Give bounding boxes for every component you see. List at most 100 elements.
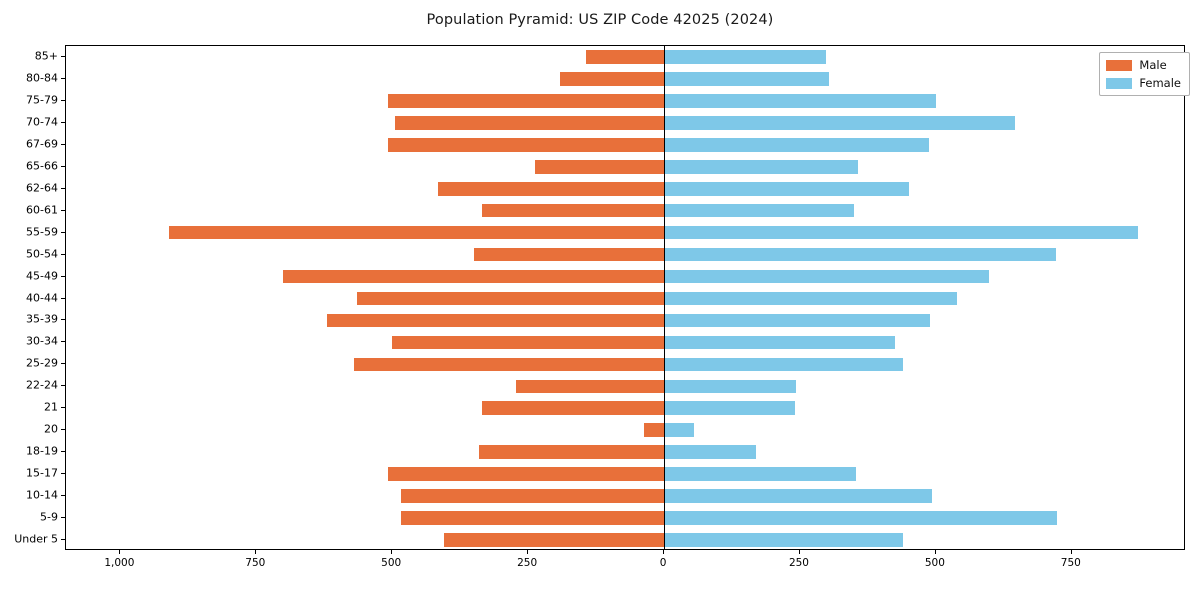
- bar-male[interactable]: [515, 379, 665, 394]
- bar-row: [66, 489, 1184, 503]
- bar-female[interactable]: [664, 467, 856, 481]
- bar-female[interactable]: [664, 137, 929, 152]
- bar-male[interactable]: [559, 72, 665, 86]
- y-axis-tick-label: 35-39: [26, 312, 58, 326]
- bar-row: [66, 225, 1184, 240]
- y-axis-tick-label: 55-59: [26, 225, 58, 239]
- y-axis-tick-label: 65-66: [26, 159, 58, 173]
- bar-row: [66, 247, 1184, 262]
- x-axis-tick-label: 500: [381, 557, 402, 569]
- x-axis-tick-mark: [1070, 550, 1072, 554]
- x-axis-tick-mark: [663, 550, 665, 554]
- bar-row: [66, 269, 1184, 284]
- bar-row: [66, 291, 1184, 306]
- x-axis-tick-label: 750: [245, 557, 266, 569]
- y-axis-tick-label: 40-44: [26, 291, 58, 304]
- x-axis-tick-label: 1,000: [104, 557, 135, 569]
- chart-legend: Male Female: [1099, 52, 1190, 96]
- bar-male[interactable]: [283, 269, 665, 284]
- bar-female[interactable]: [664, 401, 796, 416]
- bar-row: [66, 72, 1184, 86]
- bar-row: [66, 137, 1184, 152]
- bar-male[interactable]: [482, 203, 665, 218]
- bar-male[interactable]: [326, 313, 665, 328]
- x-axis-tick-mark: [934, 550, 936, 554]
- y-axis-tick-mark: [61, 77, 65, 79]
- bar-male[interactable]: [169, 225, 665, 240]
- y-axis-tick-label: 18-19: [26, 444, 58, 458]
- y-axis-tick-mark: [61, 341, 65, 343]
- legend-swatch-male-icon: [1106, 59, 1133, 71]
- bar-male[interactable]: [437, 181, 665, 196]
- y-axis-tick-mark: [61, 165, 65, 167]
- bar-female[interactable]: [664, 335, 895, 350]
- bar-row: [66, 511, 1184, 525]
- bar-male[interactable]: [479, 445, 665, 459]
- bar-male[interactable]: [388, 467, 665, 481]
- bar-male[interactable]: [387, 94, 665, 108]
- bar-male[interactable]: [400, 489, 665, 503]
- bar-male[interactable]: [400, 511, 665, 525]
- bar-male[interactable]: [534, 159, 665, 174]
- bar-row: [66, 203, 1184, 218]
- bar-male[interactable]: [444, 533, 665, 547]
- bar-female[interactable]: [664, 269, 989, 284]
- y-axis-tick-mark: [61, 99, 65, 101]
- y-axis-tick-mark: [61, 495, 65, 497]
- y-axis-tick-mark: [61, 429, 65, 431]
- bar-male[interactable]: [392, 335, 665, 350]
- bar-female[interactable]: [664, 50, 826, 64]
- bar-female[interactable]: [664, 291, 957, 306]
- y-axis-tick-label: 80-84: [26, 71, 58, 85]
- bar-female[interactable]: [664, 489, 933, 503]
- bar-female[interactable]: [664, 159, 859, 174]
- bar-row: [66, 313, 1184, 328]
- bar-female[interactable]: [664, 225, 1139, 240]
- bar-female[interactable]: [664, 511, 1057, 525]
- bar-row: [66, 335, 1184, 350]
- chart-title: Population Pyramid: US ZIP Code 42025 (2…: [426, 12, 774, 28]
- x-axis-tick-mark: [798, 550, 800, 554]
- x-axis-tick-mark: [527, 550, 529, 554]
- y-axis-tick-label: Under 5: [14, 532, 58, 546]
- y-axis-tick-label: 50-54: [26, 247, 58, 261]
- bar-male[interactable]: [394, 116, 665, 130]
- bar-male[interactable]: [387, 137, 665, 152]
- y-axis-tick-mark: [61, 385, 65, 387]
- bar-male[interactable]: [586, 50, 665, 64]
- bar-female[interactable]: [664, 357, 904, 372]
- bar-male[interactable]: [643, 423, 665, 438]
- bar-male[interactable]: [473, 247, 665, 262]
- y-axis-tick-mark: [61, 319, 65, 321]
- x-axis-tick-label: 750: [1060, 557, 1081, 569]
- x-axis-tick-label: 250: [788, 557, 809, 569]
- bar-female[interactable]: [664, 94, 936, 108]
- bar-female[interactable]: [664, 203, 855, 218]
- bar-female[interactable]: [664, 379, 797, 394]
- bar-female[interactable]: [664, 533, 904, 547]
- bar-female[interactable]: [664, 247, 1056, 262]
- legend-label-female: Female: [1139, 76, 1181, 90]
- legend-entry-female[interactable]: Female: [1106, 76, 1181, 90]
- x-axis-tick-mark: [255, 550, 257, 554]
- y-axis-tick-label: 30-34: [26, 334, 58, 348]
- y-axis-tick-mark: [61, 297, 65, 299]
- bar-female[interactable]: [664, 445, 757, 459]
- bar-row: [66, 401, 1184, 416]
- y-axis-tick-label: 22-24: [26, 378, 58, 392]
- bar-male[interactable]: [356, 291, 665, 306]
- bar-male[interactable]: [481, 401, 665, 416]
- bar-female[interactable]: [664, 116, 1016, 130]
- bar-female[interactable]: [664, 423, 695, 438]
- bar-row: [66, 467, 1184, 481]
- y-axis-tick-label: 62-64: [26, 181, 58, 195]
- bar-female[interactable]: [664, 72, 829, 86]
- y-axis-tick-label: 5-9: [40, 510, 58, 524]
- legend-entry-male[interactable]: Male: [1106, 58, 1181, 72]
- bar-female[interactable]: [664, 181, 909, 196]
- y-axis-tick-mark: [61, 539, 65, 541]
- bar-row: [66, 533, 1184, 547]
- bar-female[interactable]: [664, 313, 931, 328]
- bar-male[interactable]: [354, 357, 665, 372]
